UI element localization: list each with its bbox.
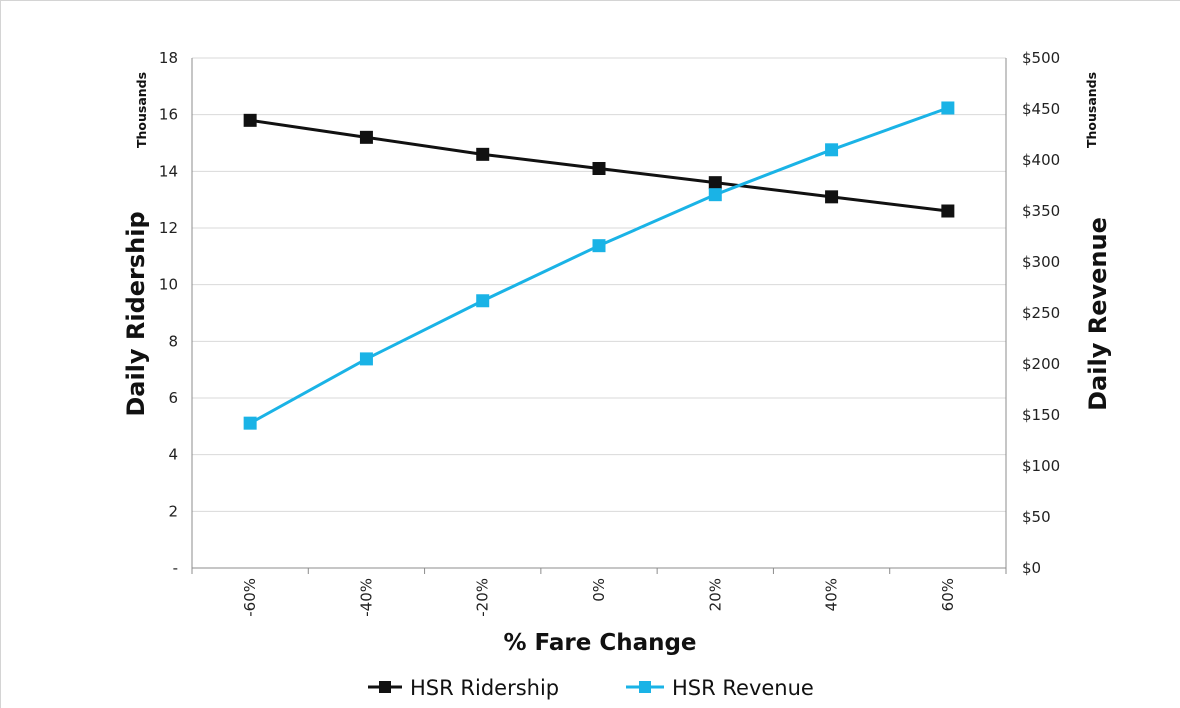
right-tick-label: $250 [1022, 304, 1060, 322]
right-tick-label: $100 [1022, 457, 1060, 475]
data-point-revenue [825, 143, 839, 157]
right-tick-label: $50 [1022, 508, 1051, 526]
data-point-ridership [359, 130, 373, 144]
left-tick-label: 18 [159, 49, 178, 67]
right-tick-label: $0 [1022, 559, 1041, 577]
left-tick-label: 10 [159, 276, 178, 294]
data-point-ridership [592, 162, 606, 175]
gridlines [192, 57, 1006, 512]
right-tick-label: $400 [1022, 151, 1060, 169]
left-tick-label: 12 [159, 219, 178, 237]
data-point-ridership [243, 113, 257, 127]
left-tick-label: 4 [168, 446, 178, 464]
left-tick-label: - [173, 559, 178, 577]
axes [191, 58, 1007, 574]
legend-marker-revenue [639, 681, 651, 693]
data-point-revenue [359, 352, 373, 366]
left-tick-label: 6 [168, 389, 178, 407]
right-tick-label: $300 [1022, 253, 1060, 271]
right-tick-label: $200 [1022, 355, 1060, 373]
legend: HSR Ridership HSR Revenue [368, 676, 814, 700]
right-axis-title: Daily Revenue [1084, 217, 1112, 411]
data-point-ridership [708, 176, 722, 190]
legend-item-ridership: HSR Ridership [368, 676, 559, 700]
legend-marker-ridership [379, 681, 391, 693]
right-axis-units: Thousands [1084, 72, 1099, 148]
left-tick-label: 16 [159, 106, 178, 124]
series-layer [243, 101, 955, 430]
legend-label-ridership: HSR Ridership [410, 676, 559, 700]
left-axis-title: Daily Ridership [122, 211, 150, 416]
data-point-revenue [592, 239, 606, 253]
left-tick-label: 14 [159, 162, 178, 180]
data-point-ridership [476, 147, 490, 161]
left-tick-label: 2 [168, 502, 178, 520]
x-tick-label: -60% [241, 578, 259, 617]
left-tick-label: 8 [168, 332, 178, 350]
x-tick-label: 20% [706, 578, 724, 611]
x-tick-label: -40% [357, 578, 375, 617]
x-tick-label: 0% [590, 578, 608, 602]
data-point-revenue [476, 294, 490, 308]
right-tick-label: $350 [1022, 202, 1060, 220]
data-point-ridership [941, 204, 955, 218]
x-tick-label: -20% [474, 578, 492, 617]
legend-item-revenue: HSR Revenue [626, 676, 814, 700]
data-point-ridership [825, 190, 839, 204]
left-axis-units: Thousands [134, 72, 149, 148]
x-axis-ticks: -60% -40% -20% 0% 20% 40% 60% [241, 578, 957, 617]
right-tick-label: $450 [1022, 100, 1060, 118]
legend-label-revenue: HSR Revenue [672, 676, 814, 700]
x-axis-title: % Fare Change [503, 630, 696, 656]
x-tick-label: 40% [823, 578, 841, 611]
right-axis-ticks: $0 $50 $100 $150 $200 $250 $300 $350 $400 $450 $50… [1022, 49, 1060, 577]
series-line-revenue [249, 106, 949, 425]
right-tick-label: $500 [1022, 49, 1060, 67]
x-tick-label: 60% [939, 578, 957, 611]
data-point-revenue [941, 101, 955, 115]
data-point-revenue [243, 416, 257, 430]
data-point-revenue [708, 188, 722, 202]
right-tick-label: $150 [1022, 406, 1060, 424]
left-axis-ticks: - 2 4 6 8 10 12 14 16 18 [159, 49, 178, 577]
